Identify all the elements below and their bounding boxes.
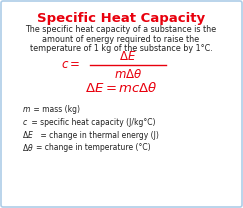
Text: = change in thermal energy (J): = change in thermal energy (J) [38,130,159,140]
Text: = change in temperature (°C): = change in temperature (°C) [36,143,151,152]
Text: $c$: $c$ [22,118,28,127]
Text: $c=$: $c=$ [61,57,80,71]
Text: amount of energy required to raise the: amount of energy required to raise the [43,35,200,43]
Text: = mass (kg): = mass (kg) [31,105,80,114]
Text: temperature of 1 kg of the substance by 1°C.: temperature of 1 kg of the substance by … [30,44,212,53]
Text: $m$: $m$ [22,105,31,114]
Text: Specific Heat Capacity: Specific Heat Capacity [37,12,205,25]
Text: = specific heat capacity (J/kg°C): = specific heat capacity (J/kg°C) [29,118,156,127]
Text: The specific heat capacity of a substance is the: The specific heat capacity of a substanc… [26,25,217,34]
Text: $\Delta E = mc\Delta\theta$: $\Delta E = mc\Delta\theta$ [85,81,157,95]
Text: $m\Delta\theta$: $m\Delta\theta$ [114,68,142,82]
Text: $\Delta E$: $\Delta E$ [119,50,137,62]
Text: $\Delta\theta$: $\Delta\theta$ [22,142,34,153]
Text: $\Delta E$: $\Delta E$ [22,130,34,140]
